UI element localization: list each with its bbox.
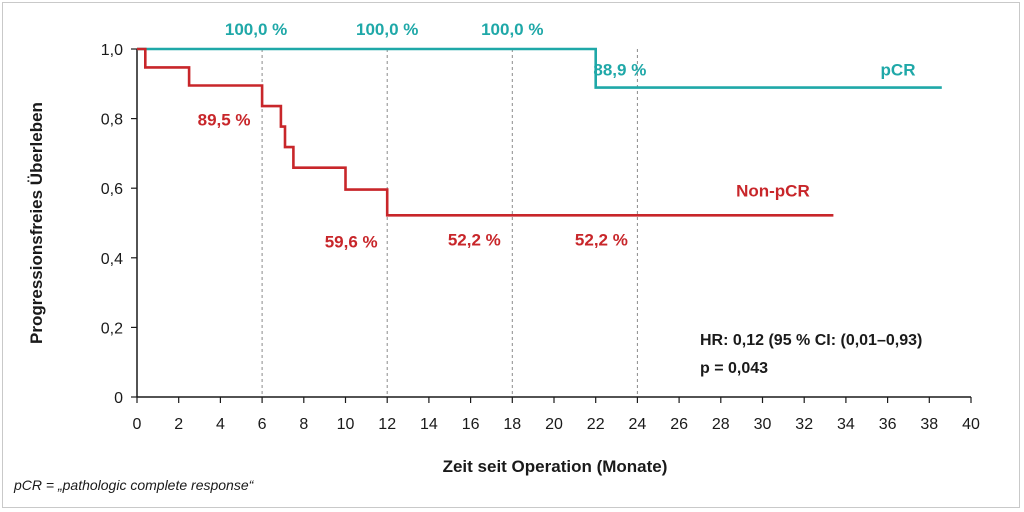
x-tick-label: 14: [420, 416, 438, 433]
x-tick-label: 18: [503, 416, 521, 433]
x-tick-label: 38: [920, 416, 938, 433]
x-tick-label: 32: [795, 416, 813, 433]
annotations: 100,0 % 100,0 % 100,0 % 88,9 % pCR 89,5 % 59,6…: [198, 20, 916, 252]
reference-lines: [261, 49, 638, 397]
x-tick-label: 16: [462, 416, 480, 433]
pcr-annotation: 100,0 %: [356, 20, 418, 39]
x-tick-label: 0: [133, 416, 142, 433]
x-tick-label: 22: [587, 416, 605, 433]
x-tick-label: 2: [174, 416, 183, 433]
x-tick-label: 26: [670, 416, 688, 433]
x-tick-label: 4: [216, 416, 225, 433]
non-pcr-annotation: 59,6 %: [325, 233, 378, 252]
p-value-text: p = 0,043: [700, 360, 768, 377]
x-tick-label: 30: [754, 416, 772, 433]
x-tick-label: 12: [378, 416, 396, 433]
y-axis-title: Progressionsfreies Überleben: [27, 102, 46, 344]
x-tick-label: 40: [962, 416, 980, 433]
footnote: pCR = „pathologic complete response“: [13, 477, 255, 493]
x-tick-label: 8: [299, 416, 308, 433]
x-tick-label: 24: [629, 416, 647, 433]
non-pcr-annotation: 52,2 %: [575, 230, 628, 249]
axes: 0 2 4 6 8 10 12 14 16 18 20 22 24 26 28 30 32 34 36 38 4000,…: [101, 42, 980, 433]
y-tick-label: 0,4: [101, 251, 123, 268]
x-tick-label: 34: [837, 416, 855, 433]
pcr-curve: [137, 47, 942, 89]
pcr-annotation: 100,0 %: [225, 20, 287, 39]
non-pcr-annotation: 52,2 %: [448, 230, 501, 249]
x-tick-label: 10: [337, 416, 355, 433]
survival-curves: [137, 47, 942, 217]
non-pcr-annotation: Non-pCR: [736, 182, 810, 201]
pcr-annotation: pCR: [881, 61, 916, 80]
pcr-annotation: 100,0 %: [481, 20, 543, 39]
y-tick-label: 0,8: [101, 112, 123, 129]
y-tick-label: 0,6: [101, 181, 123, 198]
hazard-ratio-text: HR: 0,12 (95 % CI: (0,01–0,93): [700, 332, 922, 349]
non-pcr-annotation: 89,5 %: [198, 111, 251, 130]
x-tick-label: 36: [879, 416, 897, 433]
x-tick-label: 28: [712, 416, 730, 433]
non-pcr-curve: [137, 47, 834, 217]
pcr-annotation: 88,9 %: [593, 61, 646, 80]
y-tick-label: 1,0: [101, 42, 123, 59]
y-tick-label: 0: [114, 390, 123, 407]
x-tick-label: 6: [258, 416, 267, 433]
y-tick-label: 0,2: [101, 320, 123, 337]
x-axis-title: Zeit seit Operation (Monate): [443, 457, 668, 476]
x-tick-label: 20: [545, 416, 563, 433]
